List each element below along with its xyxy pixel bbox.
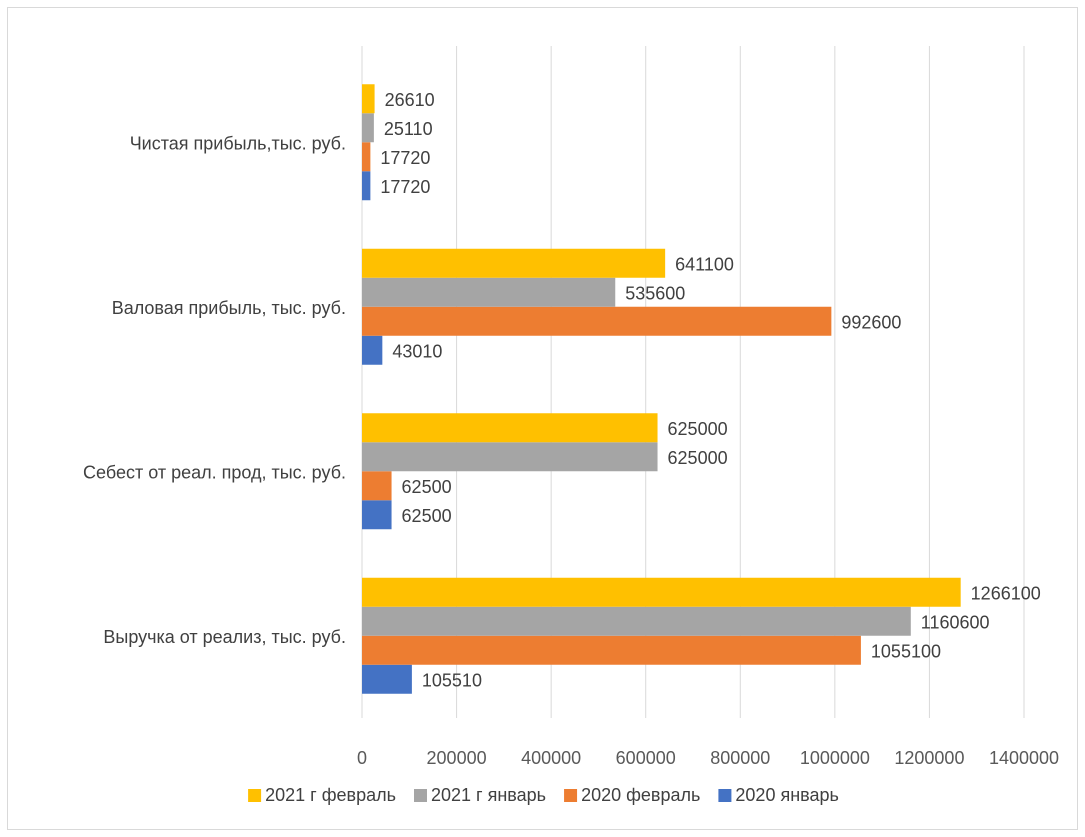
data-label: 43010 bbox=[392, 341, 442, 361]
bar bbox=[362, 248, 666, 278]
bar bbox=[362, 413, 658, 443]
legend-label: 2020 февраль bbox=[581, 785, 700, 805]
bar bbox=[362, 471, 392, 501]
legend-swatch bbox=[564, 789, 578, 802]
bars bbox=[362, 84, 961, 694]
category-label: Себест от реал. прод, тыс. руб. bbox=[83, 462, 346, 482]
bar bbox=[362, 635, 861, 665]
x-tick-label: 1000000 bbox=[800, 748, 870, 768]
data-label: 1266100 bbox=[971, 583, 1041, 603]
legend: 2021 г февраль 2021 г январь 2020 февраль 2… bbox=[248, 785, 839, 805]
data-label: 625000 bbox=[668, 419, 728, 439]
bar bbox=[362, 664, 412, 694]
data-label: 641100 bbox=[675, 254, 734, 274]
bar bbox=[362, 442, 658, 472]
chart-frame: 105510 1055100 1160600 1266100 62500 62500 625… bbox=[7, 7, 1078, 830]
x-tick-label: 0 bbox=[357, 748, 367, 768]
bar-chart: 105510 1055100 1160600 1266100 62500 62500 625… bbox=[83, 46, 1059, 805]
bar bbox=[362, 500, 392, 530]
data-label: 62500 bbox=[402, 506, 452, 526]
bar bbox=[362, 142, 371, 172]
x-tick-label: 1200000 bbox=[894, 748, 964, 768]
x-tick-label: 400000 bbox=[521, 748, 581, 768]
legend-swatch bbox=[248, 789, 262, 802]
bar bbox=[362, 335, 383, 365]
data-label: 1160600 bbox=[921, 612, 990, 632]
legend-label: 2021 г январь bbox=[431, 785, 546, 805]
x-tick-label: 800000 bbox=[710, 748, 770, 768]
category-label: Выручка от реализ, тыс. руб. bbox=[103, 627, 346, 647]
data-labels: 105510 1055100 1160600 1266100 62500 62500 625… bbox=[380, 90, 1040, 691]
x-axis-ticks: 0 200000 400000 600000 800000 1000000 1200000 1… bbox=[357, 748, 1059, 768]
legend-label: 2021 г февраль bbox=[265, 785, 396, 805]
data-label: 535600 bbox=[625, 283, 685, 303]
category-labels: Выручка от реализ, тыс. руб. Себест от ре… bbox=[83, 133, 346, 647]
bar bbox=[362, 606, 911, 636]
bar bbox=[362, 84, 375, 114]
data-label: 17720 bbox=[380, 177, 430, 197]
bar bbox=[362, 113, 374, 143]
x-tick-label: 600000 bbox=[616, 748, 676, 768]
category-label: Валовая прибыль, тыс. руб. bbox=[112, 298, 346, 318]
gridlines bbox=[361, 46, 1025, 718]
bar bbox=[362, 171, 371, 201]
bar bbox=[362, 277, 616, 307]
data-label: 625000 bbox=[668, 448, 728, 468]
category-label: Чистая прибыль,тыс. руб. bbox=[130, 133, 346, 153]
data-label: 992600 bbox=[841, 312, 901, 332]
x-tick-label: 1400000 bbox=[989, 748, 1059, 768]
legend-label: 2020 январь bbox=[735, 785, 839, 805]
legend-swatch bbox=[718, 789, 732, 802]
bar bbox=[362, 306, 832, 336]
data-label: 17720 bbox=[380, 148, 430, 168]
data-label: 26610 bbox=[385, 90, 435, 110]
x-tick-label: 200000 bbox=[427, 748, 487, 768]
data-label: 105510 bbox=[422, 670, 482, 690]
data-label: 62500 bbox=[402, 477, 452, 497]
bar bbox=[362, 577, 961, 607]
data-label: 25110 bbox=[384, 119, 433, 139]
data-label: 1055100 bbox=[871, 641, 941, 661]
legend-swatch bbox=[414, 789, 427, 802]
